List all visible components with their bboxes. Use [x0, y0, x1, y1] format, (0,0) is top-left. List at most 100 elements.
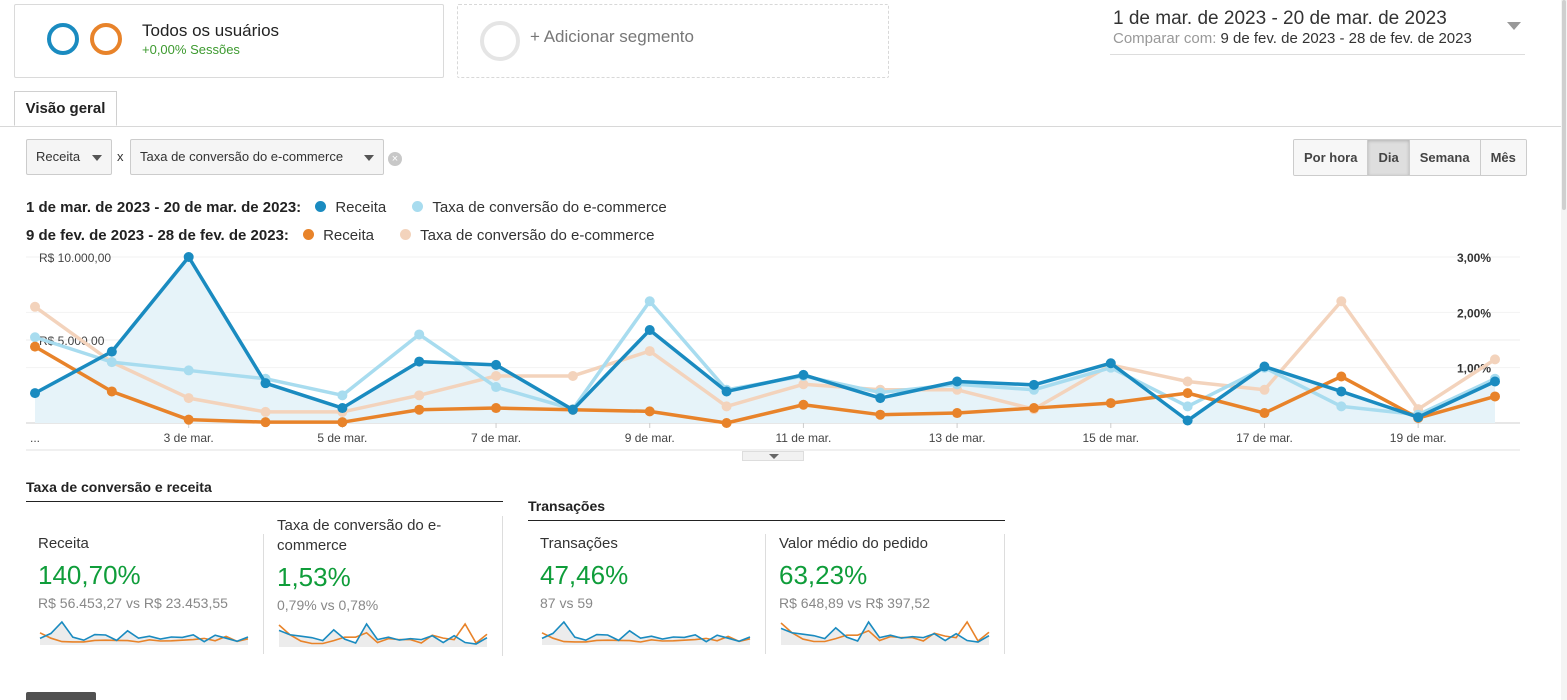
vertical-scrollbar[interactable]: [1561, 0, 1567, 700]
data-point-series-2: [1105, 398, 1116, 409]
segment-subtitle: +0,00% Sessões: [142, 42, 240, 57]
scrollbar-thumb[interactable]: [1562, 0, 1566, 210]
granularity-toggle: Por hora Dia Semana Mês: [1293, 139, 1527, 176]
data-point-series-0: [952, 376, 963, 387]
sparkline-line: [541, 632, 751, 643]
data-point-series-3: [1336, 296, 1347, 307]
metric-tile-transactions[interactable]: Transações 47,46% 87 vs 59: [540, 534, 766, 654]
segment-card-all-users[interactable]: Todos os usuários +0,00% Sessões: [14, 4, 444, 78]
y-left-tick-label: R$ 10.000,00: [39, 251, 111, 265]
metric1-select[interactable]: Receita: [26, 139, 112, 175]
sparkline: [541, 620, 751, 645]
x-tick-label: 19 de mar.: [1390, 431, 1447, 445]
x-tick-label: ...: [30, 431, 40, 445]
data-point-series-0: [1490, 376, 1500, 387]
data-point-series-3: [260, 406, 271, 417]
granularity-month-button[interactable]: Mês: [1479, 140, 1526, 175]
series-line-2: [34, 345, 1496, 425]
data-point-series-0: [1182, 415, 1193, 426]
caret-down-icon: [92, 155, 102, 161]
granularity-week-button[interactable]: Semana: [1408, 140, 1480, 175]
sparkline: [39, 620, 249, 645]
legend-dot-icon: [315, 201, 327, 213]
y-right-tick-label: 2,00%: [1457, 306, 1491, 320]
sparkline-line: [39, 620, 249, 643]
data-point-series-0: [721, 386, 732, 397]
chart-svg: ... 3 de mar. 5 de mar. 7 de mar. 9 de mar. 1…: [26, 251, 1520, 451]
clear-metric-icon[interactable]: ×: [388, 152, 402, 166]
data-point-series-3: [414, 390, 425, 401]
data-point-series-3: [30, 301, 40, 312]
data-point-series-2: [1259, 408, 1270, 419]
revenue-area-fill: [35, 257, 1495, 423]
x-tick-label: 11 de mar.: [776, 431, 832, 445]
legend-dot-icon: [400, 229, 412, 241]
tab-overview[interactable]: Visão geral: [14, 91, 117, 126]
chevron-down-icon[interactable]: [1507, 22, 1521, 30]
x-tick-label: 3 de mar.: [164, 431, 214, 445]
compare-label: Comparar com:: [1113, 30, 1217, 47]
x-tick-label: 9 de mar.: [625, 431, 675, 445]
metric-percent: 140,70%: [38, 560, 141, 590]
legend-period-previous: 9 de fev. de 2023 - 28 de fev. de 2023:: [26, 227, 289, 244]
metric-label: Transações: [540, 535, 618, 552]
data-point-series-0: [875, 393, 886, 404]
legend-dot-icon: [412, 201, 424, 213]
data-point-series-2: [1336, 371, 1347, 382]
metric-comparison: 87 vs 59: [540, 595, 593, 611]
metric-label: Taxa de conversão do e-commerce: [277, 517, 442, 554]
data-point-series-2: [337, 417, 348, 428]
sparkline-line: [541, 620, 751, 643]
metric2-select[interactable]: Taxa de conversão do e-commerce: [130, 139, 384, 175]
data-point-series-3: [183, 393, 194, 404]
granularity-hour-button[interactable]: Por hora: [1294, 140, 1368, 175]
data-point-series-0: [414, 356, 425, 367]
data-point-series-2: [106, 386, 117, 397]
sparkline: [780, 620, 990, 645]
legend-dot-icon: [303, 229, 315, 241]
metric-tile-revenue[interactable]: Receita 140,70% R$ 56.453,27 vs R$ 23.45…: [38, 534, 264, 654]
data-point-series-2: [30, 341, 40, 352]
data-point-series-0: [337, 403, 348, 414]
data-point-series-1: [337, 390, 348, 401]
date-range-compare: Comparar com: 9 de fev. de 2023 - 28 de …: [1113, 30, 1472, 47]
legend-label-revenue-previous: Receita: [323, 227, 374, 244]
data-point-series-2: [414, 404, 425, 415]
add-segment-label: + Adicionar segmento: [530, 27, 694, 46]
series-line-3: [33, 299, 1496, 414]
granularity-day-button[interactable]: Dia: [1367, 140, 1409, 175]
data-point-series-2: [1182, 388, 1193, 399]
metric-comparison: R$ 648,89 vs R$ 397,52: [779, 595, 930, 611]
data-point-series-1: [183, 365, 194, 376]
section-title-transactions: Transações: [528, 498, 1005, 521]
sparkline-line: [278, 622, 488, 645]
date-range-picker[interactable]: 1 de mar. de 2023 - 20 de mar. de 2023 C…: [1110, 6, 1525, 55]
metric-tile-conversion-rate[interactable]: Taxa de conversão do e-commerce 1,53% 0,…: [277, 516, 503, 656]
metric-percent: 47,46%: [540, 560, 629, 590]
data-point-series-2: [1490, 391, 1500, 402]
data-point-series-0: [30, 388, 40, 399]
y-right-tick-label: 1,00%: [1457, 362, 1491, 376]
x-tick-label: 17 de mar.: [1236, 431, 1293, 445]
data-point-series-0: [567, 404, 578, 415]
data-point-series-3: [721, 401, 732, 412]
data-point-series-0: [1259, 361, 1270, 372]
data-point-series-0: [491, 359, 502, 370]
data-point-series-1: [30, 332, 40, 343]
expand-chart-handle[interactable]: [742, 451, 804, 461]
add-segment-button[interactable]: + Adicionar segmento: [457, 4, 889, 78]
data-point-series-1: [106, 357, 117, 368]
tab-bar-divider: [0, 126, 1567, 127]
next-section-heading-stub: [26, 692, 96, 700]
metric-percent: 1,53%: [277, 562, 351, 592]
line-chart: ... 3 de mar. 5 de mar. 7 de mar. 9 de mar. 1…: [0, 250, 1567, 465]
data-point-series-3: [1490, 354, 1500, 365]
data-point-series-3: [798, 379, 809, 390]
y-right-tick-label: 3,00%: [1457, 251, 1491, 265]
legend-label-rate-previous: Taxa de conversão do e-commerce: [420, 227, 655, 244]
data-point-series-3: [1182, 376, 1193, 387]
data-point-series-2: [721, 418, 732, 428]
metric-tile-avg-order-value[interactable]: Valor médio do pedido 63,23% R$ 648,89 v…: [779, 534, 1005, 654]
metric-label: Receita: [38, 535, 89, 552]
empty-segment-circle-icon: [480, 21, 520, 61]
